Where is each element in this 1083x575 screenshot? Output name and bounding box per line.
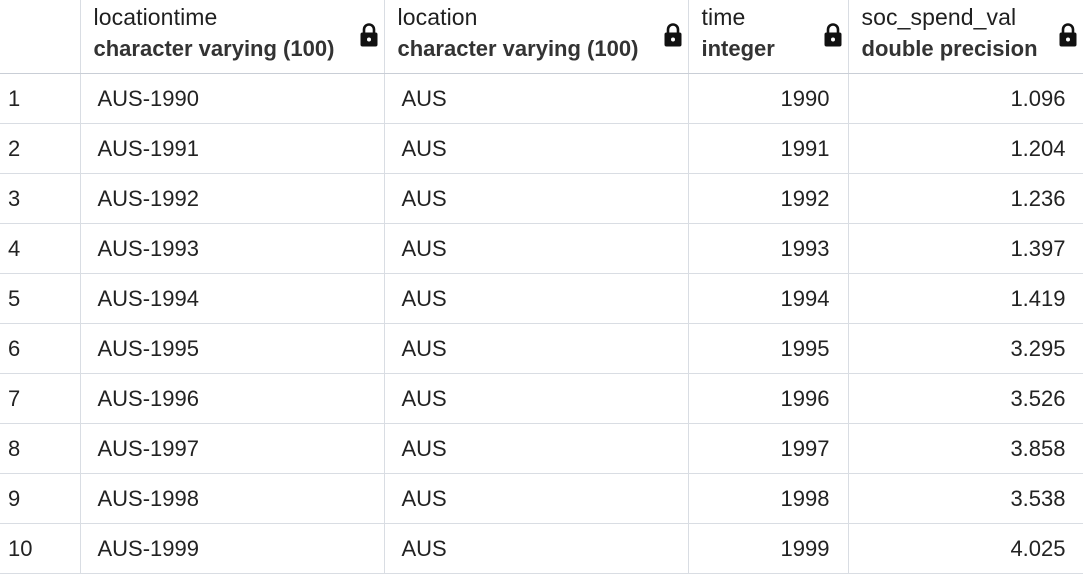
row-number-header[interactable]	[0, 0, 81, 74]
cell-locationtime[interactable]: AUS-1998	[80, 473, 385, 524]
row-number[interactable]: 4	[0, 223, 81, 274]
cell-soc-spend-val[interactable]: 1.096	[848, 73, 1083, 124]
cell-locationtime[interactable]: AUS-1993	[80, 223, 385, 274]
cell-time[interactable]: 1994	[688, 273, 849, 324]
cell-locationtime[interactable]: AUS-1996	[80, 373, 385, 424]
table-row[interactable]: 7 AUS-1996 AUS 1996 3.526	[0, 373, 1083, 424]
cell-soc-spend-val[interactable]: 1.419	[848, 273, 1083, 324]
table-row[interactable]: 2 AUS-1991 AUS 1991 1.204	[0, 123, 1083, 174]
cell-soc-spend-val[interactable]: 1.204	[848, 123, 1083, 174]
row-number[interactable]: 10	[0, 523, 81, 574]
cell-time[interactable]: 1990	[688, 73, 849, 124]
table-row[interactable]: 1 AUS-1990 AUS 1990 1.096	[0, 73, 1083, 124]
cell-locationtime[interactable]: AUS-1991	[80, 123, 385, 174]
lock-icon	[664, 23, 681, 47]
column-name: time	[701, 4, 746, 30]
cell-location[interactable]: AUS	[384, 523, 689, 574]
cell-soc-spend-val[interactable]: 3.538	[848, 473, 1083, 524]
cell-location[interactable]: AUS	[384, 273, 689, 324]
row-number[interactable]: 8	[0, 423, 81, 474]
column-name: locationtime	[93, 4, 218, 30]
lock-icon	[1059, 23, 1076, 47]
column-type: character varying (100)	[397, 36, 639, 61]
column-header-time[interactable]: time integer	[688, 0, 849, 74]
column-header-soc-spend-val[interactable]: soc_spend_val double precision	[848, 0, 1083, 74]
table-row[interactable]: 10 AUS-1999 AUS 1999 4.025	[0, 523, 1083, 574]
cell-locationtime[interactable]: AUS-1994	[80, 273, 385, 324]
cell-locationtime[interactable]: AUS-1995	[80, 323, 385, 374]
table-row[interactable]: 5 AUS-1994 AUS 1994 1.419	[0, 273, 1083, 324]
cell-soc-spend-val[interactable]: 3.858	[848, 423, 1083, 474]
cell-locationtime[interactable]: AUS-1990	[80, 73, 385, 124]
row-number[interactable]: 6	[0, 323, 81, 374]
table-row[interactable]: 3 AUS-1992 AUS 1992 1.236	[0, 173, 1083, 224]
column-header-location[interactable]: location character varying (100)	[384, 0, 689, 74]
row-number[interactable]: 3	[0, 173, 81, 224]
column-type: integer	[701, 36, 775, 61]
cell-soc-spend-val[interactable]: 3.295	[848, 323, 1083, 374]
lock-icon	[824, 23, 841, 47]
cell-soc-spend-val[interactable]: 1.236	[848, 173, 1083, 224]
cell-location[interactable]: AUS	[384, 473, 689, 524]
cell-locationtime[interactable]: AUS-1992	[80, 173, 385, 224]
table-row[interactable]: 9 AUS-1998 AUS 1998 3.538	[0, 473, 1083, 524]
column-type: double precision	[861, 36, 1038, 61]
cell-time[interactable]: 1992	[688, 173, 849, 224]
cell-soc-spend-val[interactable]: 1.397	[848, 223, 1083, 274]
cell-time[interactable]: 1993	[688, 223, 849, 274]
row-number[interactable]: 2	[0, 123, 81, 174]
row-number[interactable]: 9	[0, 473, 81, 524]
cell-time[interactable]: 1995	[688, 323, 849, 374]
cell-time[interactable]: 1996	[688, 373, 849, 424]
cell-location[interactable]: AUS	[384, 373, 689, 424]
table-row[interactable]: 6 AUS-1995 AUS 1995 3.295	[0, 323, 1083, 374]
cell-location[interactable]: AUS	[384, 423, 689, 474]
column-name: location	[397, 4, 478, 30]
row-number[interactable]: 7	[0, 373, 81, 424]
cell-locationtime[interactable]: AUS-1997	[80, 423, 385, 474]
table-row[interactable]: 4 AUS-1993 AUS 1993 1.397	[0, 223, 1083, 274]
table-row[interactable]: 8 AUS-1997 AUS 1997 3.858	[0, 423, 1083, 474]
cell-time[interactable]: 1999	[688, 523, 849, 574]
header-row: locationtime character varying (100) loc…	[0, 0, 1083, 74]
cell-location[interactable]: AUS	[384, 123, 689, 174]
cell-locationtime[interactable]: AUS-1999	[80, 523, 385, 574]
row-number[interactable]: 5	[0, 273, 81, 324]
cell-time[interactable]: 1997	[688, 423, 849, 474]
cell-location[interactable]: AUS	[384, 323, 689, 374]
lock-icon	[360, 23, 377, 47]
cell-soc-spend-val[interactable]: 3.526	[848, 373, 1083, 424]
column-name: soc_spend_val	[861, 4, 1017, 30]
cell-location[interactable]: AUS	[384, 73, 689, 124]
column-header-locationtime[interactable]: locationtime character varying (100)	[80, 0, 385, 74]
row-number[interactable]: 1	[0, 73, 81, 124]
cell-time[interactable]: 1998	[688, 473, 849, 524]
cell-time[interactable]: 1991	[688, 123, 849, 174]
column-type: character varying (100)	[93, 36, 335, 61]
cell-location[interactable]: AUS	[384, 223, 689, 274]
cell-soc-spend-val[interactable]: 4.025	[848, 523, 1083, 574]
cell-location[interactable]: AUS	[384, 173, 689, 224]
